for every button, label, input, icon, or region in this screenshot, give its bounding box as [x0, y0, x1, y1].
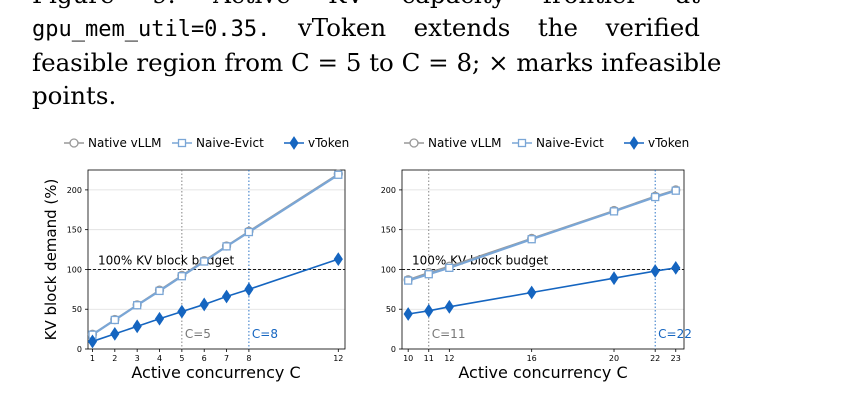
y-tick-label: 150 [67, 226, 82, 235]
chart-panel-2: 0 50 100 150 200 10 11 12 16 20 22 23 Active concurr… [381, 136, 692, 382]
legend-label: Native vLLM [88, 136, 162, 150]
y-tick-label: 0 [391, 345, 396, 354]
data-point [333, 252, 343, 267]
vline-label: C=22 [658, 327, 692, 341]
x-tick-label: 11 [424, 354, 434, 363]
data-point [445, 263, 454, 273]
caption-line-3: feasible region from C = 5 to C = 8; × m… [32, 48, 722, 77]
data-point [609, 207, 619, 216]
vline-label: C=11 [432, 327, 466, 341]
x-tick-label: 23 [671, 354, 681, 363]
data-point [651, 192, 660, 202]
legend-label: vToken [308, 136, 349, 150]
caption-line-4: points. [32, 81, 117, 110]
y-tick-label: 0 [77, 345, 82, 354]
y-tick-label: 50 [72, 305, 82, 314]
data-point [403, 307, 413, 321]
legend: Native vLLM Naive-Evict vToken [64, 136, 349, 150]
x-tick-label: 2 [112, 354, 117, 363]
data-point [424, 270, 433, 279]
x-tick-label: 22 [650, 354, 660, 363]
x-tick-label: 16 [527, 354, 537, 363]
data-point [110, 326, 120, 341]
x-axis-label: Active concurrency C [131, 363, 300, 382]
x-tick-label: 10 [403, 354, 413, 363]
data-point [200, 257, 209, 266]
caption-code: gpu_mem_util=0.35. [32, 17, 271, 42]
y-axis-label: KV block demand (%) [42, 179, 60, 341]
y-tick-label: 100 [67, 265, 82, 274]
caption-line-1: Figure 9: Active KV capacity frontier at [32, 0, 700, 11]
legend-label: vToken [648, 136, 689, 150]
legend: Native vLLM Naive-Evict vToken [404, 136, 689, 150]
data-point [671, 186, 680, 195]
data-point [87, 334, 98, 349]
legend-label: Naive-Evict [536, 136, 604, 150]
y-tick-label: 200 [381, 186, 396, 195]
legend-swatch-marker [517, 138, 527, 148]
x-tick-label: 5 [179, 354, 184, 363]
data-point [527, 285, 537, 300]
x-tick-label: 8 [246, 354, 251, 363]
legend-swatch-marker [409, 138, 419, 148]
x-tick-label: 6 [202, 354, 207, 363]
data-point [650, 264, 660, 278]
data-point [110, 315, 119, 325]
data-point [132, 319, 142, 334]
data-point [444, 299, 454, 314]
vline-label: C=5 [185, 327, 211, 341]
x-tick-label: 20 [609, 354, 619, 363]
data-point [177, 272, 187, 281]
data-point [133, 301, 142, 310]
data-point [244, 282, 254, 297]
figure-caption: Figure 9: Active KV capacity frontier at… [32, 0, 722, 112]
legend-swatch-marker [629, 136, 639, 150]
data-point [155, 286, 164, 296]
x-tick-label: 12 [444, 354, 454, 363]
caption-text: vToken extends the verified [270, 13, 700, 42]
series-naive-evict [404, 186, 680, 285]
series-vtoken [403, 260, 681, 321]
data-point [177, 304, 187, 319]
plot-frame [87, 169, 346, 350]
series-line [92, 258, 339, 343]
y-tick-label: 150 [381, 226, 396, 235]
plot-frame [401, 169, 685, 350]
vline-label: C=8 [252, 327, 278, 341]
x-tick-label: 3 [135, 354, 140, 363]
y-tick-label: 200 [67, 186, 82, 195]
data-point [671, 260, 681, 275]
x-axis-label: Active concurrency C [458, 363, 627, 382]
data-point [404, 276, 413, 285]
legend-swatch-marker [69, 138, 79, 148]
y-tick-label: 100 [381, 265, 396, 274]
x-tick-label: 1 [90, 354, 95, 363]
data-point [334, 170, 343, 179]
legend-swatch-marker [289, 136, 299, 150]
legend-label: Naive-Evict [196, 136, 264, 150]
data-point [199, 297, 209, 312]
x-tick-label: 4 [157, 354, 162, 363]
data-point [424, 303, 434, 318]
legend-label: Native vLLM [428, 136, 502, 150]
x-tick-label: 7 [224, 354, 229, 363]
data-point [527, 235, 536, 244]
data-point [244, 227, 254, 237]
data-point [222, 242, 231, 251]
data-point [609, 271, 619, 286]
caption-line-2: gpu_mem_util=0.35. vToken extends the ve… [32, 11, 700, 46]
y-tick-label: 50 [386, 305, 396, 314]
series-vtoken [87, 252, 343, 349]
data-point [154, 311, 165, 326]
legend-swatch-marker [177, 138, 187, 148]
x-tick-label: 12 [333, 354, 343, 363]
data-point [221, 289, 232, 304]
